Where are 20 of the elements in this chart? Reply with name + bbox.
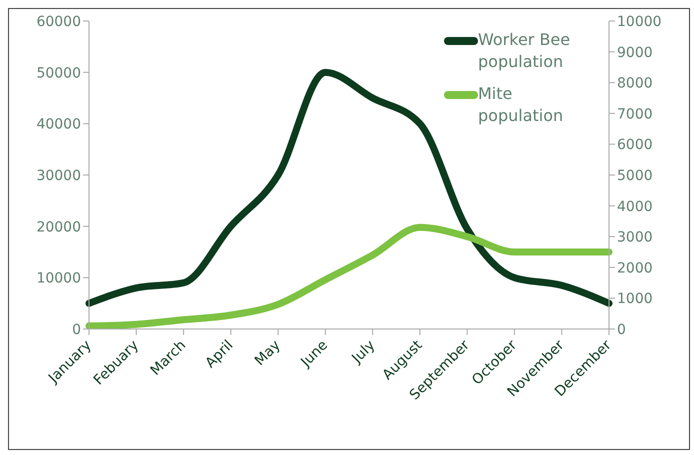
y-tick-label: 40000	[36, 116, 81, 133]
y2-tick-label: 4000	[617, 198, 653, 215]
y2-tick-label: 6000	[617, 137, 653, 154]
legend-label: Mite population	[478, 83, 564, 127]
y-tick-label: 30000	[36, 168, 81, 184]
y2-tick-label: 3000	[617, 230, 653, 246]
y2-tick-label: 1000	[617, 291, 653, 308]
y-tick-label: 10000	[36, 270, 81, 287]
y-tick-label: 20000	[36, 219, 81, 236]
y-tick-label: 50000	[36, 65, 81, 82]
y2-tick-label: 8000	[617, 76, 653, 92]
y-tick-label: 60000	[36, 14, 81, 30]
y2-tick-label: 0	[617, 322, 626, 338]
y2-tick-label: 9000	[617, 44, 653, 61]
y2-tick-label: 2000	[617, 260, 653, 276]
y2-tick-label: 7000	[617, 106, 653, 122]
legend-label: Worker Bee population	[478, 29, 572, 73]
y2-tick-label: 5000	[617, 168, 653, 184]
y-tick-label: 0	[72, 322, 81, 338]
y2-tick-label: 10000	[617, 14, 662, 30]
